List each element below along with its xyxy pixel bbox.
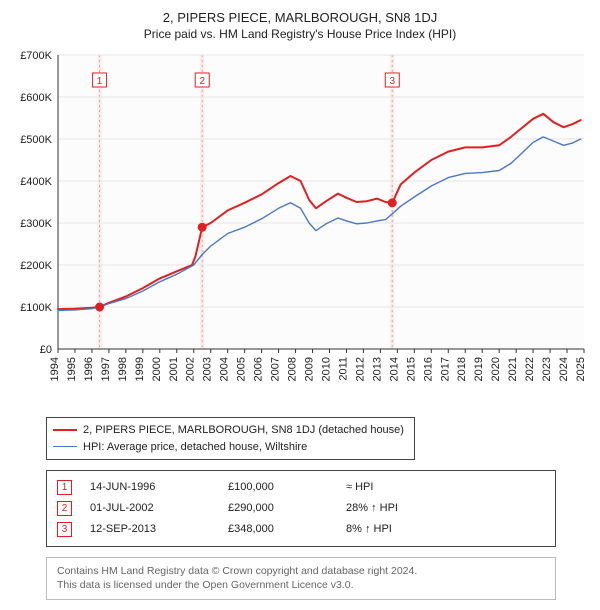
sale-marker-index: 2	[199, 76, 205, 87]
sale-date: 12-SEP-2013	[90, 519, 210, 540]
legend-row: 2, PIPERS PIECE, MARLBOROUGH, SN8 1DJ (d…	[53, 422, 404, 439]
x-tick-label: 2022	[524, 357, 536, 381]
x-tick-label: 1996	[83, 357, 95, 381]
sales-table: 1 14-JUN-1996 £100,000 ≈ HPI 2 01-JUL-2002 £29…	[46, 470, 556, 547]
sale-row: 1 14-JUN-1996 £100,000 ≈ HPI	[57, 477, 545, 498]
x-tick-label: 2001	[168, 357, 180, 381]
x-tick-label: 2000	[151, 357, 163, 381]
x-tick-label: 2008	[287, 357, 299, 381]
legend: 2, PIPERS PIECE, MARLBOROUGH, SN8 1DJ (d…	[46, 417, 415, 460]
y-tick-label: £700K	[20, 50, 52, 62]
x-tick-label: 2004	[219, 357, 231, 381]
sale-date: 01-JUL-2002	[90, 498, 210, 519]
y-tick-label: £100K	[20, 302, 52, 314]
sale-price: £100,000	[228, 477, 328, 498]
x-tick-label: 2019	[473, 357, 485, 381]
chart-subtitle: Price paid vs. HM Land Registry's House …	[10, 27, 590, 41]
x-tick-label: 2006	[253, 357, 265, 381]
x-tick-label: 2010	[320, 357, 332, 381]
chart-svg: £0 £100K £200K £300K £400K £500K £600K £700K 199…	[10, 49, 590, 409]
sale-index-box: 1	[57, 480, 72, 495]
x-tick-label: 2020	[490, 357, 502, 381]
sale-price: £290,000	[228, 498, 328, 519]
x-tick-label: 2018	[456, 357, 468, 381]
sale-hpi-delta: 28% ↑ HPI	[346, 498, 545, 519]
footer-line-1: Contains HM Land Registry data © Crown c…	[57, 564, 545, 579]
x-tick-label: 2002	[185, 357, 197, 381]
x-tick-label: 1994	[49, 357, 61, 381]
x-tick-label: 1997	[100, 357, 112, 381]
y-tick-label: £200K	[20, 260, 52, 272]
sale-date: 14-JUN-1996	[90, 477, 210, 498]
x-tick-label: 2011	[337, 357, 349, 381]
x-tick-label: 2015	[405, 357, 417, 381]
legend-label: HPI: Average price, detached house, Wilt…	[83, 439, 307, 456]
sale-hpi-delta: ≈ HPI	[346, 477, 545, 498]
footer-line-2: This data is licensed under the Open Gov…	[57, 578, 545, 593]
y-tick-label: £300K	[20, 218, 52, 230]
x-tick-label: 2021	[507, 357, 519, 381]
x-tick-label: 2024	[558, 357, 570, 381]
sale-marker-index: 1	[97, 76, 103, 87]
x-tick-label: 2025	[575, 357, 587, 381]
sale-marker-dot	[95, 303, 104, 312]
x-tick-label: 2012	[354, 357, 366, 381]
x-tick-label: 1995	[66, 357, 78, 381]
sale-hpi-delta: 8% ↑ HPI	[346, 519, 545, 540]
x-tick-label: 2009	[304, 357, 316, 381]
x-tick-label: 2023	[541, 357, 553, 381]
chart-container: 2, PIPERS PIECE, MARLBOROUGH, SN8 1DJ Pr…	[0, 0, 600, 610]
x-tick-label: 2005	[236, 357, 248, 381]
sale-index-box: 3	[57, 522, 72, 537]
y-tick-label: £0	[40, 344, 52, 356]
legend-row: HPI: Average price, detached house, Wilt…	[53, 439, 404, 456]
chart-plot: £0 £100K £200K £300K £400K £500K £600K £700K 199…	[10, 49, 590, 409]
legend-swatch	[53, 446, 77, 447]
x-tick-label: 2013	[371, 357, 383, 381]
x-tick-label: 2017	[439, 357, 451, 381]
x-tick-label: 2016	[422, 357, 434, 381]
sale-price: £348,000	[228, 519, 328, 540]
sale-row: 2 01-JUL-2002 £290,000 28% ↑ HPI	[57, 498, 545, 519]
x-tick-label: 2003	[202, 357, 214, 381]
legend-label: 2, PIPERS PIECE, MARLBOROUGH, SN8 1DJ (d…	[83, 422, 404, 439]
chart-title: 2, PIPERS PIECE, MARLBOROUGH, SN8 1DJ	[10, 10, 590, 25]
y-tick-label: £500K	[20, 134, 52, 146]
sale-marker-dot	[198, 223, 207, 232]
sale-marker-dot	[388, 198, 397, 207]
sale-index-box: 2	[57, 501, 72, 516]
x-tick-label: 1999	[134, 357, 146, 381]
sale-marker-index: 3	[389, 76, 395, 87]
y-tick-label: £600K	[20, 92, 52, 104]
legend-swatch	[53, 429, 77, 431]
x-tick-label: 1998	[117, 357, 129, 381]
y-tick-label: £400K	[20, 176, 52, 188]
sale-row: 3 12-SEP-2013 £348,000 8% ↑ HPI	[57, 519, 545, 540]
plot-area	[58, 55, 584, 349]
x-tick-label: 2007	[270, 357, 282, 381]
footer-attribution: Contains HM Land Registry data © Crown c…	[46, 557, 556, 600]
x-tick-label: 2014	[388, 357, 400, 381]
